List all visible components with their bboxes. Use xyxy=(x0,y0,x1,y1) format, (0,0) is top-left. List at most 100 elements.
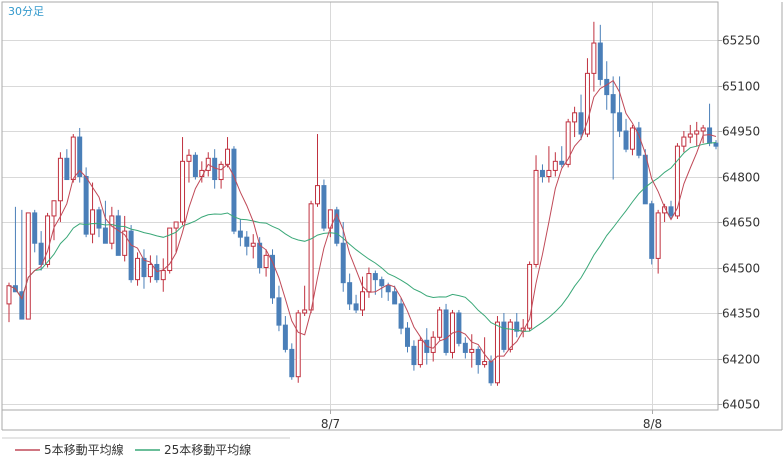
candle-body-up xyxy=(173,221,179,229)
candle-body-up xyxy=(147,263,153,278)
candle-body-down xyxy=(411,345,417,366)
candle xyxy=(462,337,468,359)
candle-body-up xyxy=(584,72,590,135)
y-tick-label: 65250 xyxy=(722,34,760,48)
candle xyxy=(315,134,321,207)
candle xyxy=(212,149,218,189)
candle xyxy=(109,206,115,250)
legend: 5本移動平均線 25本移動平均線 xyxy=(15,442,251,457)
ma5-line xyxy=(8,79,717,363)
candle xyxy=(347,273,353,310)
candle-body-down xyxy=(38,242,44,265)
candle xyxy=(218,161,224,189)
candle-body-down xyxy=(623,130,629,150)
candle-body-up xyxy=(109,215,115,244)
candle-body-down xyxy=(617,112,623,132)
candle xyxy=(514,313,520,338)
candle xyxy=(629,124,635,156)
candle xyxy=(64,149,70,181)
candle-body-up xyxy=(25,212,31,320)
candle-body-up xyxy=(437,309,443,338)
candle-body-down xyxy=(514,321,520,332)
candle xyxy=(379,276,385,298)
y-tick-label: 64950 xyxy=(722,125,760,139)
ma25-line xyxy=(8,142,717,332)
candle xyxy=(186,149,192,183)
candle-body-up xyxy=(694,130,700,135)
candle xyxy=(231,146,237,235)
y-tick-label: 64200 xyxy=(722,353,760,367)
candle xyxy=(45,212,51,268)
candle xyxy=(501,313,507,353)
candle-body-up xyxy=(225,148,231,165)
candle-body-down xyxy=(347,282,353,305)
candle-body-down xyxy=(141,257,147,278)
y-tick-label: 64650 xyxy=(722,216,760,230)
candle xyxy=(392,285,398,305)
candle xyxy=(308,200,314,313)
y-tick-label: 64350 xyxy=(722,307,760,321)
candle-body-up xyxy=(629,127,635,150)
candle-body-up xyxy=(527,263,533,329)
candle-body-up xyxy=(70,136,76,181)
y-tick-label: 64800 xyxy=(722,171,760,185)
candle xyxy=(276,285,282,332)
candle xyxy=(102,200,108,244)
candle-body-up xyxy=(57,157,63,202)
candle xyxy=(263,249,269,277)
legend-label-ma25: 25本移動平均線 xyxy=(164,442,251,457)
candle-body-up xyxy=(430,336,436,353)
candle-body-down xyxy=(334,209,340,244)
candle-body-down xyxy=(456,312,462,344)
candle xyxy=(135,252,141,286)
candle-body-down xyxy=(642,154,648,205)
period-label: 30分足 xyxy=(8,5,44,18)
candle-body-up xyxy=(45,215,51,265)
candle xyxy=(385,282,391,301)
candle-body-down xyxy=(443,309,449,353)
candle xyxy=(173,221,179,253)
candle xyxy=(192,152,198,180)
candle xyxy=(597,24,603,86)
candle xyxy=(572,106,578,138)
candle-body-up xyxy=(572,112,578,123)
candle xyxy=(25,212,31,320)
candle xyxy=(610,76,616,180)
candle xyxy=(289,343,295,380)
candle xyxy=(270,249,276,304)
candle xyxy=(668,200,674,219)
candle xyxy=(655,209,661,274)
candle-body-down xyxy=(276,297,282,326)
candle-body-up xyxy=(565,121,571,165)
candle-body-down xyxy=(192,154,198,177)
candle-body-down xyxy=(372,273,378,281)
candle-body-up xyxy=(250,242,256,247)
candle-body-up xyxy=(90,209,96,235)
candle-body-up xyxy=(295,312,301,378)
candle-body-up xyxy=(302,309,308,314)
candle-body-down xyxy=(501,321,507,350)
candle xyxy=(707,103,713,147)
candle-body-down xyxy=(257,242,263,269)
candle xyxy=(122,215,128,262)
candle xyxy=(507,319,513,353)
ma-layer xyxy=(8,79,717,363)
candle-body-down xyxy=(77,136,83,177)
y-tick-label: 64500 xyxy=(722,262,760,276)
candle xyxy=(19,209,25,320)
candle-body-up xyxy=(681,136,687,147)
candle-body-up xyxy=(700,127,706,132)
candle xyxy=(225,137,231,168)
legend-label-ma5: 5本移動平均線 xyxy=(44,442,124,457)
candle-body-down xyxy=(610,94,616,114)
candle xyxy=(237,218,243,247)
candle xyxy=(360,276,365,317)
candle xyxy=(321,179,327,232)
candle-body-down xyxy=(475,348,481,366)
candle xyxy=(128,225,134,283)
x-tick-label: 8/8 xyxy=(643,417,662,431)
candle-body-up xyxy=(135,257,141,281)
candle-body-up xyxy=(180,160,186,223)
candle xyxy=(539,164,545,183)
